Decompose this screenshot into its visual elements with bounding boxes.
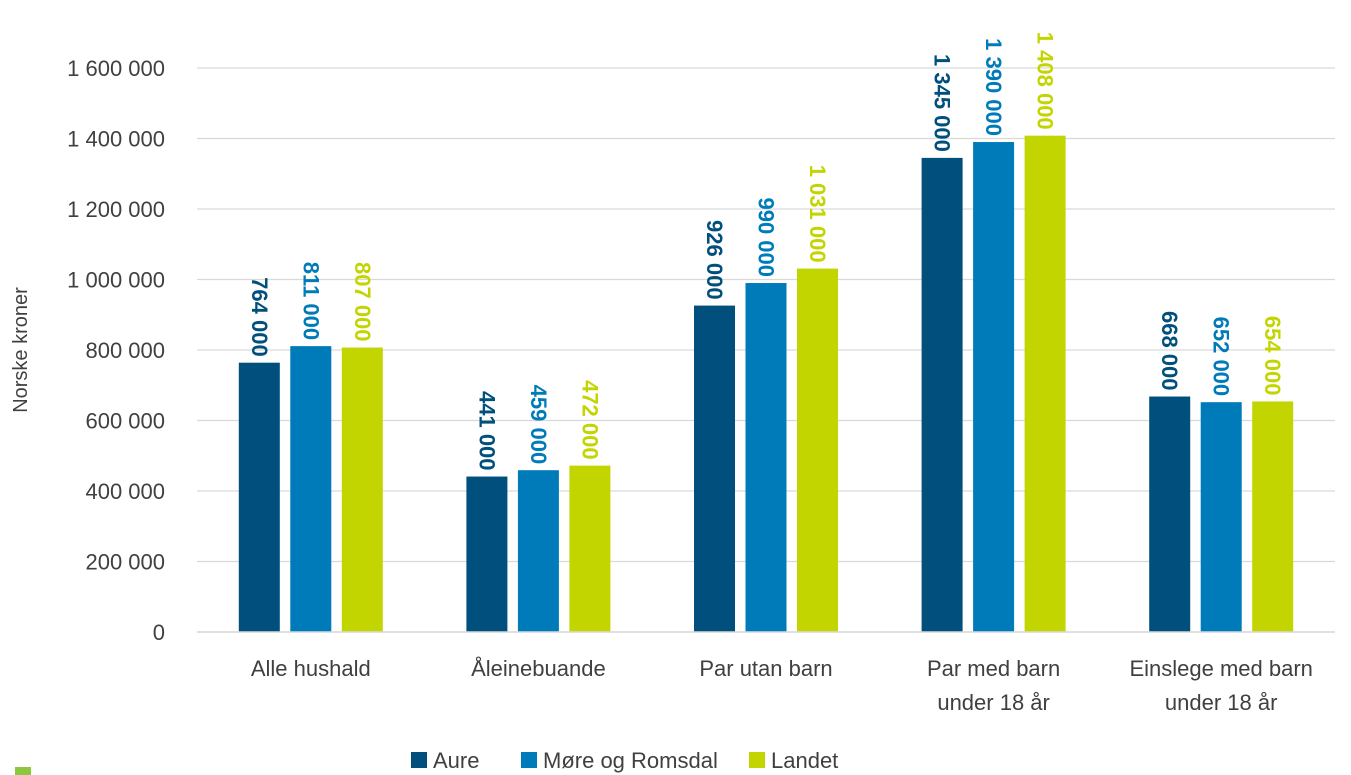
bar: [1200, 402, 1242, 632]
y-tick-label: 1 000 000: [67, 268, 165, 293]
data-label: 472 000: [577, 380, 602, 460]
legend: Aure Møre og Romsdal Landet: [411, 748, 838, 773]
bar: [341, 347, 383, 632]
x-tick-label: Åleinebuande: [471, 656, 606, 681]
legend-label: Møre og Romsdal: [543, 748, 718, 773]
data-label: 990 000: [754, 197, 779, 277]
legend-swatch: [411, 752, 427, 768]
legend-label: Aure: [433, 748, 479, 773]
bar: [1024, 135, 1066, 632]
bar: [290, 346, 332, 632]
bar: [238, 362, 280, 632]
bar: [973, 142, 1015, 632]
legend-swatch: [749, 752, 765, 768]
data-label: 652 000: [1209, 317, 1234, 397]
data-label: 441 000: [474, 391, 499, 471]
data-label: 1 031 000: [805, 165, 830, 263]
bar: [797, 268, 838, 632]
y-tick-label: 1 200 000: [67, 197, 165, 222]
data-label: 459 000: [526, 385, 551, 465]
bar: [745, 283, 787, 632]
y-axis: 0 200 000 400 000 600 000 800 000 1 000 000 1 …: [67, 56, 165, 645]
data-label: 654 000: [1260, 316, 1285, 396]
bar: [694, 305, 735, 632]
data-label: 1 408 000: [1033, 32, 1058, 130]
bar: [517, 470, 559, 632]
data-label: 807 000: [350, 262, 375, 342]
data-label: 1 345 000: [930, 54, 955, 152]
bars: [238, 135, 1294, 632]
bar: [921, 157, 963, 632]
x-tick-label: Alle hushald: [251, 656, 371, 681]
y-tick-label: 200 000: [85, 550, 165, 575]
data-label: 926 000: [702, 220, 727, 300]
y-tick-label: 600 000: [85, 409, 165, 434]
legend-label: Landet: [771, 748, 838, 773]
data-label: 668 000: [1157, 311, 1182, 391]
bar: [1252, 401, 1294, 632]
corner-accent: [15, 767, 31, 775]
data-label: 1 390 000: [981, 38, 1006, 136]
legend-swatch: [521, 752, 537, 768]
y-tick-label: 0: [153, 620, 165, 645]
x-tick-label: Par med barn: [927, 656, 1060, 681]
data-label: 811 000: [298, 262, 323, 340]
y-axis-label: Norske kroner: [10, 287, 32, 413]
y-tick-label: 800 000: [85, 338, 165, 363]
x-tick-label: Par utan barn: [699, 656, 832, 681]
x-tick-label: under 18 år: [1165, 690, 1278, 715]
x-tick-label: Einslege med barn: [1129, 656, 1312, 681]
x-axis: Alle hushald Åleinebuande Par utan barn Par…: [197, 631, 1335, 715]
bar: [569, 465, 611, 632]
data-labels: 764 000 811 000 807 000 441 000 459 000 472 0…: [247, 32, 1285, 471]
bar: [466, 476, 508, 632]
y-tick-label: 1 400 000: [67, 127, 165, 152]
x-tick-label: under 18 år: [937, 690, 1050, 715]
bar: [1149, 396, 1191, 632]
data-label: 764 000: [247, 277, 272, 357]
y-tick-label: 1 600 000: [67, 56, 165, 81]
y-tick-label: 400 000: [85, 479, 165, 504]
